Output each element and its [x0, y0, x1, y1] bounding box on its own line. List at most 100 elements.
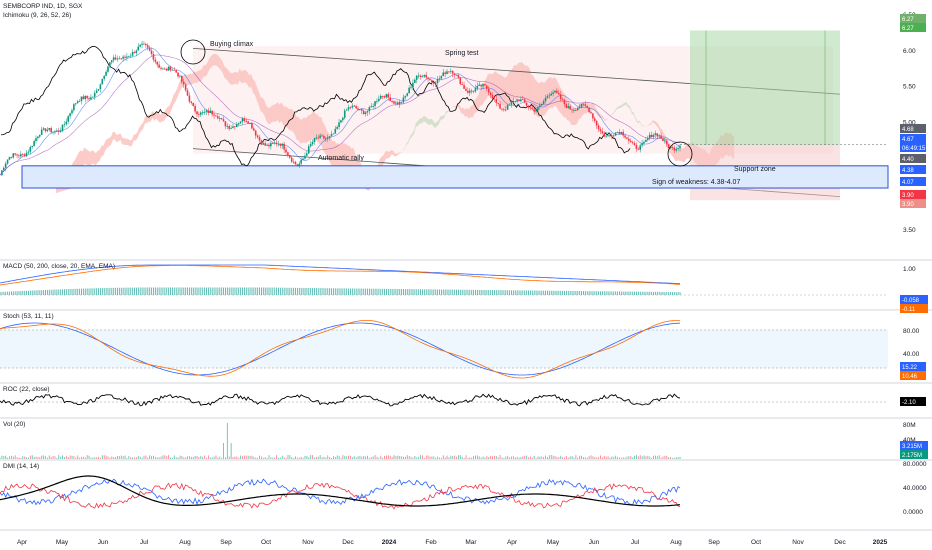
- price-tag-text: 6.27: [902, 26, 914, 32]
- candle-body: [563, 99, 566, 105]
- candle-body: [175, 70, 177, 73]
- candle-body: [205, 110, 208, 112]
- target-box: [690, 30, 840, 146]
- macd-histogram-bar: [20, 291, 22, 295]
- cloud-segment: [306, 115, 308, 144]
- candle-body: [480, 84, 482, 87]
- ichimoku-legend[interactable]: Ichimoku (9, 26, 52, 26): [3, 12, 72, 19]
- macd-histogram-bar: [31, 290, 33, 295]
- macd-histogram-bar: [62, 289, 64, 295]
- candle-body: [105, 71, 107, 76]
- cloud-segment: [453, 105, 456, 109]
- candle-body: [207, 110, 210, 113]
- volume-bar: [300, 456, 302, 459]
- cloud-segment: [249, 73, 252, 88]
- volume-bar: [329, 457, 331, 459]
- candle-body: [402, 97, 405, 103]
- candle-body: [268, 144, 270, 147]
- candle-body: [163, 68, 166, 70]
- candle-body: [220, 118, 223, 120]
- macd-histogram-bar: [285, 287, 287, 295]
- cloud-segment: [175, 88, 178, 102]
- candle-body: [385, 94, 388, 98]
- cloud-segment: [440, 115, 443, 121]
- candle-body: [290, 157, 293, 162]
- macd-histogram-bar: [465, 289, 467, 295]
- volume-bar: [79, 457, 81, 459]
- candle-body: [326, 137, 329, 139]
- macd-histogram-bar: [645, 291, 647, 295]
- cloud-segment: [260, 97, 263, 113]
- volume-bar: [45, 456, 46, 459]
- macd-histogram-bar: [219, 287, 221, 295]
- candle-body: [162, 68, 164, 70]
- macd-histogram-bar: [291, 287, 293, 295]
- vol-tag: 3.215M: [902, 444, 922, 450]
- dmi-legend[interactable]: DMI (14, 14): [3, 463, 40, 470]
- volume-bar: [71, 455, 73, 459]
- candle-body: [539, 105, 541, 107]
- candle-body: [300, 159, 302, 164]
- macd-histogram-bar: [579, 291, 581, 295]
- cloud-segment: [683, 147, 685, 163]
- macd-histogram-bar: [675, 292, 677, 295]
- stoch-legend[interactable]: Stoch (53, 11, 11): [3, 313, 54, 320]
- macd-histogram-bar: [312, 288, 314, 295]
- candle-body: [667, 144, 670, 149]
- roc-line: [0, 393, 681, 407]
- cloud-segment: [226, 68, 229, 82]
- price-tick-label: 5.00: [903, 119, 916, 126]
- cloud-segment: [152, 110, 155, 121]
- candle-body: [18, 155, 20, 157]
- volume-bar: [528, 457, 529, 459]
- roc-legend[interactable]: ROC (22, close): [3, 386, 50, 393]
- vol-legend[interactable]: Vol (20): [3, 421, 26, 428]
- cloud-segment: [660, 128, 663, 135]
- volume-bar: [465, 455, 467, 459]
- volume-bar: [209, 457, 211, 459]
- macd-histogram-bar: [189, 287, 190, 295]
- macd-histogram-bar: [198, 287, 200, 295]
- volume-bar: [99, 457, 101, 459]
- symbol-legend[interactable]: SEMBCORP IND, 1D, SGX: [3, 3, 83, 10]
- macd-histogram-bar: [306, 287, 308, 295]
- volume-bar: [637, 456, 639, 459]
- macd-histogram-bar: [497, 290, 499, 295]
- macd-histogram-bar: [412, 289, 414, 295]
- candle-body: [592, 113, 594, 119]
- cloud-segment: [213, 53, 216, 66]
- cloud-segment: [167, 105, 170, 116]
- macd-histogram-bar: [143, 287, 145, 295]
- candle-body: [571, 109, 573, 111]
- candle-body: [423, 75, 426, 77]
- macd-legend[interactable]: MACD (50, 200, close, 20, EMA, EMA): [3, 263, 115, 270]
- volume-bar: [600, 455, 601, 459]
- cloud-segment: [389, 149, 392, 158]
- volume-bar: [389, 455, 391, 459]
- macd-histogram-bar: [607, 291, 609, 295]
- macd-histogram-bar: [304, 287, 306, 295]
- macd-histogram-bar: [154, 287, 156, 295]
- candle-body: [453, 73, 456, 75]
- candle-body: [565, 104, 568, 108]
- candle-body: [345, 109, 348, 111]
- volume-bar: [245, 455, 247, 459]
- macd-histogram-bar: [90, 288, 92, 295]
- volume-bar: [113, 457, 115, 459]
- volume-bar: [54, 456, 56, 459]
- cloud-segment: [476, 94, 479, 113]
- volume-bar: [431, 456, 433, 459]
- candle-body: [665, 140, 668, 145]
- cloud-segment: [271, 104, 274, 122]
- volume-bar: [213, 456, 215, 459]
- macd-histogram-bar: [115, 287, 117, 295]
- macd-histogram-bar: [429, 289, 431, 295]
- cloud-segment: [275, 102, 278, 122]
- candle-body: [343, 110, 346, 118]
- volume-bar: [630, 456, 632, 459]
- macd-histogram-bar: [103, 288, 105, 295]
- cloud-segment: [654, 120, 657, 126]
- lagging-span: [1, 45, 631, 167]
- cloud-segment: [468, 106, 471, 119]
- macd-histogram-bar: [499, 290, 501, 295]
